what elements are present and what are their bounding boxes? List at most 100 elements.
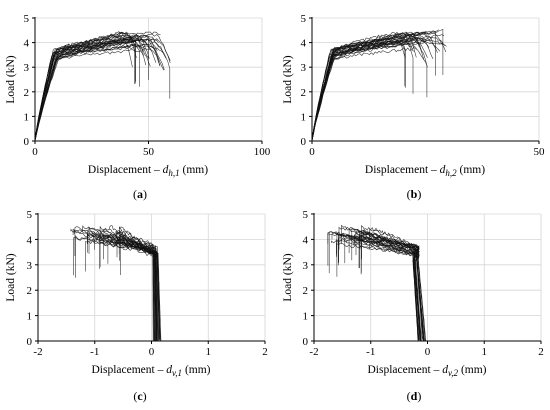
y-tick-label: 4: [301, 38, 307, 50]
load-curve: [94, 238, 156, 342]
load-curve: [34, 37, 144, 142]
panel-label: (b): [407, 187, 422, 201]
y-tick-label: 1: [24, 111, 30, 123]
y-axis-title: Load (kN): [5, 253, 17, 301]
y-tick-label: 1: [303, 311, 309, 323]
y-tick-label: 2: [301, 87, 307, 99]
y-tick-label: 1: [27, 311, 33, 323]
y-tick-label: 0: [24, 136, 30, 148]
panel-label: (d): [407, 389, 422, 403]
load-curve: [311, 37, 406, 141]
panel-label: (c): [133, 389, 146, 403]
x-axis-title-prefix: Displacement –: [88, 164, 163, 176]
x-axis-title-unit: (mm): [180, 164, 209, 176]
load-curve: [336, 242, 421, 341]
curves: [70, 225, 162, 342]
chart-panel-3: 0 1 2 3 4 5 -2 -1 0 1 2 Load (kN) Displacement – dv,…: [5, 209, 268, 403]
x-tick-label: -1: [366, 346, 375, 358]
x-axis-title-sub: v,1: [172, 368, 182, 378]
load-curve: [34, 38, 158, 142]
x-axis-title-unit: (mm): [182, 364, 211, 376]
y-axis-title: Load (kN): [5, 55, 17, 103]
x-tick-label: 100: [254, 146, 271, 158]
load-curve: [338, 233, 421, 342]
load-curve: [34, 41, 140, 141]
x-axis-title-var: d: [440, 164, 446, 176]
x-axis-title-var: d: [166, 364, 172, 376]
x-axis-title: Displacement – dh,2 (mm): [365, 164, 485, 178]
x-tick-label: 2: [538, 346, 544, 358]
y-tick-label: 2: [24, 87, 30, 99]
x-axis-title-prefix: Displacement –: [368, 364, 443, 376]
x-axis-title-var: d: [442, 364, 448, 376]
x-tick-label: -2: [33, 346, 42, 358]
load-curve: [311, 40, 406, 142]
x-axis-title-sub: h,1: [168, 168, 179, 178]
load-curve: [99, 226, 155, 340]
x-tick-label: 1: [206, 346, 212, 358]
load-curve: [87, 230, 156, 342]
load-curve: [355, 231, 422, 342]
y-tick-label: 0: [301, 136, 307, 148]
load-curve: [311, 46, 428, 141]
y-tick-label: 3: [27, 260, 33, 272]
x-axis-title: Displacement – dv,2 (mm): [368, 364, 487, 378]
x-axis-title-sub: h,2: [445, 168, 457, 178]
y-tick-label: 5: [24, 13, 30, 25]
load-curve: [369, 227, 424, 341]
y-tick-label: 5: [301, 13, 307, 25]
load-curve: [115, 231, 154, 341]
y-tick-label: 2: [303, 285, 309, 297]
curves: [34, 31, 171, 142]
x-tick-label: 0: [32, 146, 38, 158]
x-axis-title-var: d: [163, 164, 169, 176]
y-tick-label: 4: [24, 38, 30, 50]
load-curve: [34, 31, 135, 142]
load-curve: [95, 234, 160, 342]
x-tick-label: -1: [90, 346, 99, 358]
load-curve: [34, 38, 136, 142]
load-curve: [99, 237, 158, 341]
load-curve: [311, 33, 414, 142]
load-curve: [338, 226, 421, 341]
x-axis-title-unit: (mm): [458, 364, 487, 376]
load-curve: [311, 36, 434, 142]
load-curve: [346, 239, 420, 340]
curves: [311, 28, 447, 142]
load-curve: [311, 31, 406, 141]
x-tick-label: 50: [534, 146, 546, 158]
x-axis-title-unit: (mm): [457, 164, 486, 176]
x-tick-label: -2: [309, 346, 318, 358]
x-tick-label: 0: [425, 346, 431, 358]
curves: [327, 224, 427, 342]
y-tick-label: 4: [27, 234, 33, 246]
load-curve: [93, 234, 157, 342]
x-tick-label: 0: [309, 146, 315, 158]
x-tick-label: 2: [262, 346, 268, 358]
load-curve: [311, 36, 426, 141]
y-axis-title: Load (kN): [282, 55, 294, 103]
load-curve: [311, 41, 415, 142]
x-axis-title-prefix: Displacement –: [92, 364, 167, 376]
x-tick-label: 50: [143, 146, 155, 158]
y-tick-label: 0: [303, 336, 309, 348]
y-tick-label: 4: [303, 234, 309, 246]
x-axis-title-sub: v,2: [448, 368, 459, 378]
y-tick-label: 2: [27, 285, 33, 297]
y-tick-label: 3: [303, 260, 309, 272]
load-curve: [34, 34, 149, 141]
chart-panel-4: 0 1 2 3 4 5 -2 -1 0 1 2 Load (kN) Displacement – dv,…: [282, 209, 544, 403]
x-tick-label: 1: [482, 346, 488, 358]
load-curve: [311, 28, 444, 141]
y-axis-title: Load (kN): [282, 253, 294, 301]
y-tick-label: 5: [27, 209, 33, 221]
x-axis-title: Displacement – dv,1 (mm): [92, 364, 211, 378]
load-curve: [311, 32, 447, 141]
x-tick-label: 0: [149, 346, 155, 358]
load-curve: [85, 240, 157, 341]
y-tick-label: 3: [24, 62, 30, 74]
x-axis-title-prefix: Displacement –: [365, 164, 440, 176]
